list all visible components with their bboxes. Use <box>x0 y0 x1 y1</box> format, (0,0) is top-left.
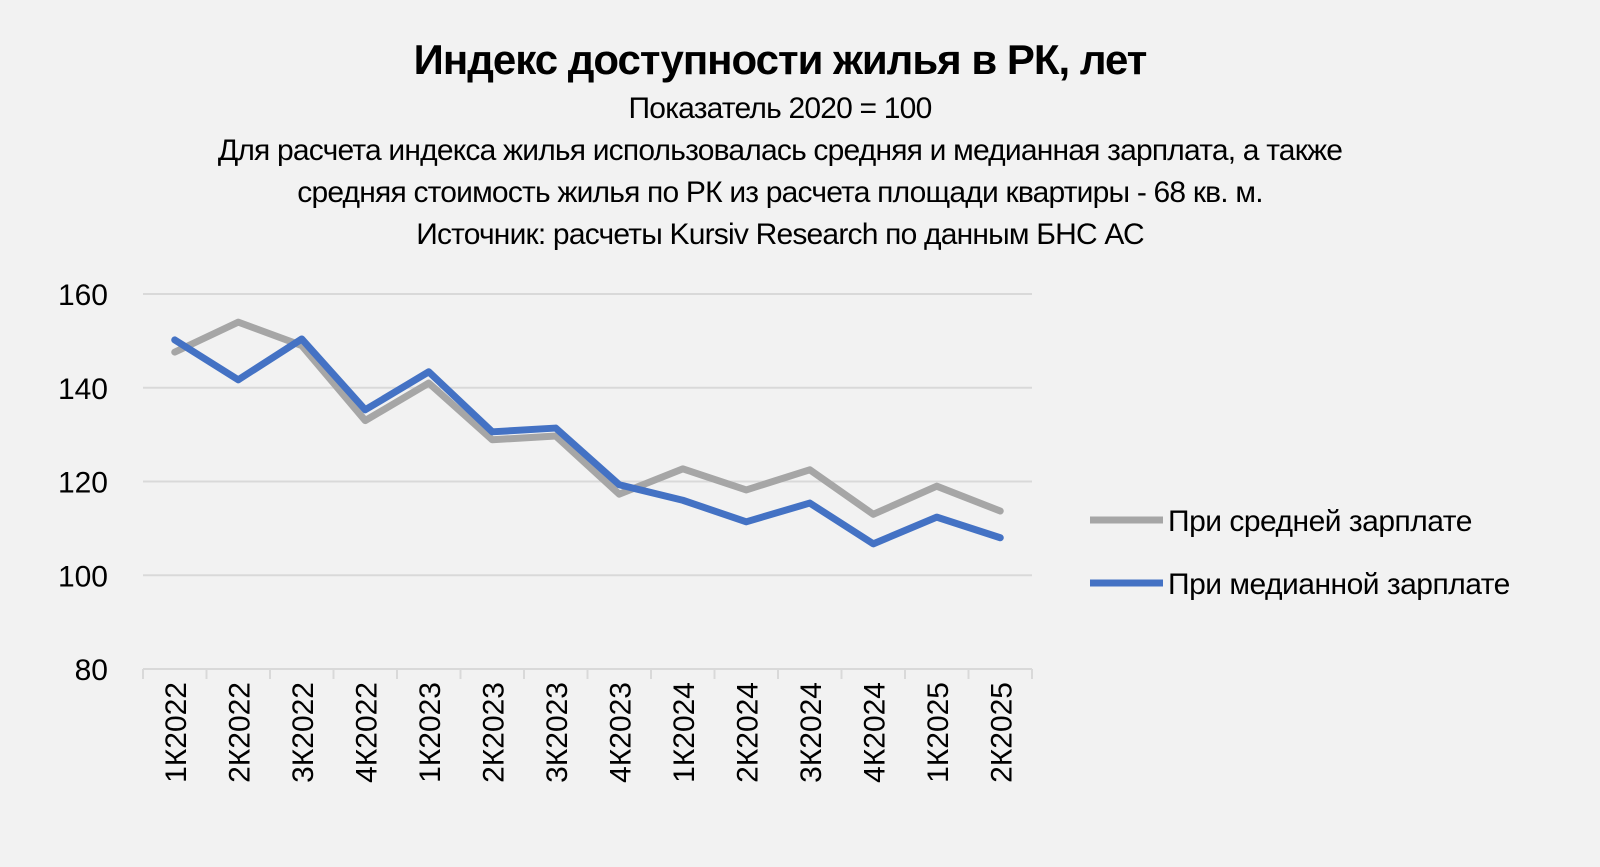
chart-source: Источник: расчеты Kursiv Research по дан… <box>416 218 1144 251</box>
y-tick-label: 120 <box>58 467 108 500</box>
x-tick-label: 3К2024 <box>795 682 828 783</box>
x-tick-label: 2К2022 <box>223 682 256 783</box>
x-tick-label: 3К2022 <box>287 682 320 783</box>
x-tick-label: 1К2025 <box>922 682 955 783</box>
series-line-median-salary <box>171 335 1004 548</box>
x-tick-label: 4К2024 <box>858 682 891 783</box>
x-tick-label: 2К2025 <box>985 682 1018 783</box>
x-tick-label: 2К2024 <box>731 682 764 783</box>
chart-subtitle: Показатель 2020 = 100 <box>628 92 933 125</box>
chart-title: Индекс доступности жилья в РК, лет <box>413 36 1148 83</box>
chart-note-line-2: средняя стоимость жилья по РК из расчета… <box>297 176 1263 209</box>
y-tick-label: 140 <box>58 373 108 406</box>
legend-label: При медианной зарплате <box>1168 568 1510 601</box>
legend-label: При средней зарплате <box>1168 505 1472 538</box>
x-tick-label: 2К2023 <box>477 682 510 783</box>
x-tick-label: 3К2023 <box>541 682 574 783</box>
x-tick-label: 1К2022 <box>160 682 193 783</box>
x-tick-label: 4К2023 <box>604 682 637 783</box>
y-tick-label: 80 <box>75 654 108 687</box>
series-line-average-salary <box>171 318 1004 518</box>
y-tick-label: 160 <box>58 279 108 312</box>
y-tick-label: 100 <box>58 560 108 593</box>
chart-note-line-1: Для расчета индекса жилья использовалась… <box>217 134 1343 167</box>
x-tick-label: 4К2022 <box>350 682 383 783</box>
x-tick-label: 1К2024 <box>668 682 701 783</box>
x-tick-label: 1К2023 <box>414 682 447 783</box>
